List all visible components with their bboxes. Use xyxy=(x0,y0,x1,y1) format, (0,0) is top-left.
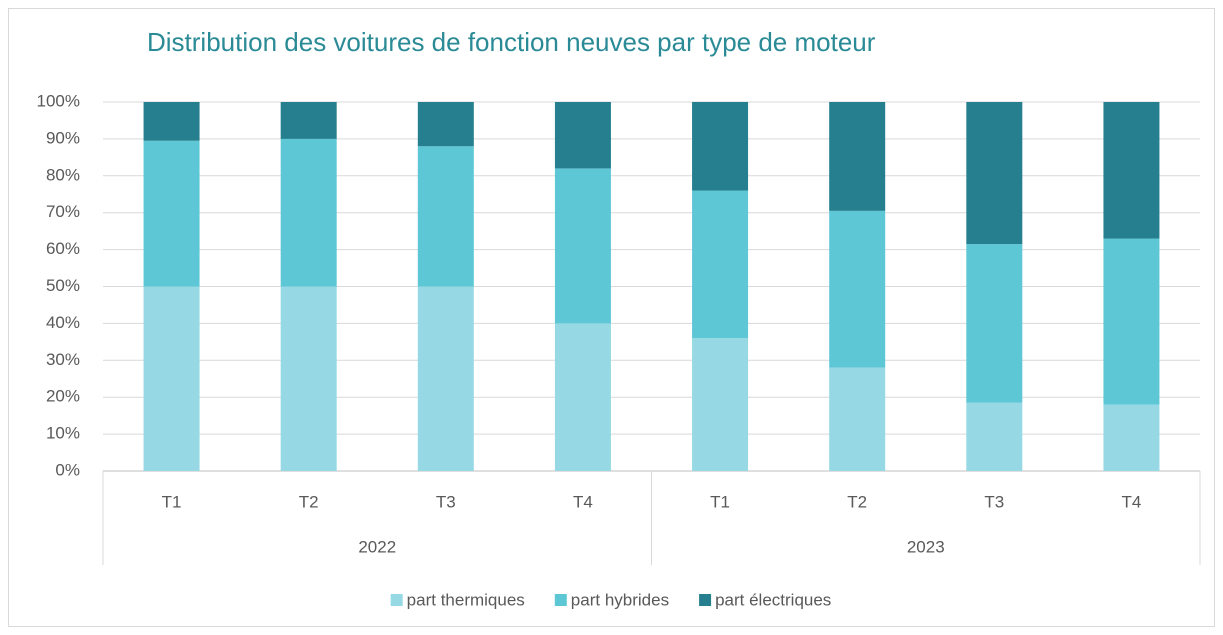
bar-segment xyxy=(692,190,749,339)
bar-segment xyxy=(280,138,337,287)
x-tick-label: T1 xyxy=(710,492,730,511)
y-tick-label: 80% xyxy=(46,165,80,184)
bar-segment xyxy=(829,102,886,211)
x-tick-label: T3 xyxy=(984,492,1004,511)
bar-segment xyxy=(966,244,1023,403)
bar-segment xyxy=(829,210,886,368)
bar-segment xyxy=(280,102,337,139)
bar-segment xyxy=(829,367,886,471)
y-tick-label: 40% xyxy=(46,313,80,332)
bar-segment xyxy=(143,286,200,471)
bar-segment xyxy=(417,286,474,471)
x-tick-label: T4 xyxy=(573,492,593,511)
x-tick-label: T4 xyxy=(1122,492,1142,511)
bar-segment xyxy=(554,323,611,471)
bar-segment xyxy=(1103,404,1160,471)
group-label: 2023 xyxy=(907,537,945,556)
x-tick-label: T2 xyxy=(299,492,319,511)
bar-segment xyxy=(966,102,1023,245)
y-tick-label: 70% xyxy=(46,202,80,221)
group-label: 2022 xyxy=(358,537,396,556)
legend-label: part thermiques xyxy=(407,590,525,609)
bar-segment xyxy=(417,102,474,147)
bar-segment xyxy=(143,140,200,287)
legend-label: part hybrides xyxy=(571,590,669,609)
legend-swatch xyxy=(554,594,567,606)
bar-segment xyxy=(692,338,749,471)
bar-segment xyxy=(280,286,337,471)
y-tick-label: 0% xyxy=(55,460,80,479)
bar-segment xyxy=(417,146,474,287)
y-tick-label: 90% xyxy=(46,128,80,147)
legend-swatch xyxy=(699,594,712,606)
bar-segment xyxy=(554,168,611,324)
bar-segment xyxy=(143,102,200,141)
bar-segment xyxy=(1103,102,1160,239)
x-tick-label: T2 xyxy=(847,492,867,511)
legend-swatch xyxy=(390,594,403,606)
y-tick-label: 20% xyxy=(46,387,80,406)
x-tick-label: T3 xyxy=(436,492,456,511)
x-tick-label: T1 xyxy=(162,492,182,511)
y-tick-label: 60% xyxy=(46,239,80,258)
y-tick-label: 10% xyxy=(46,424,80,443)
y-tick-label: 30% xyxy=(46,350,80,369)
chart-title: Distribution des voitures de fonction ne… xyxy=(147,27,876,57)
bar-segment xyxy=(554,102,611,169)
bar-segment xyxy=(966,402,1023,471)
bar-segment xyxy=(692,102,749,191)
bar-segment xyxy=(1103,238,1160,405)
legend-label: part électriques xyxy=(715,590,831,609)
y-tick-label: 50% xyxy=(46,276,80,295)
y-tick-label: 100% xyxy=(37,91,80,110)
